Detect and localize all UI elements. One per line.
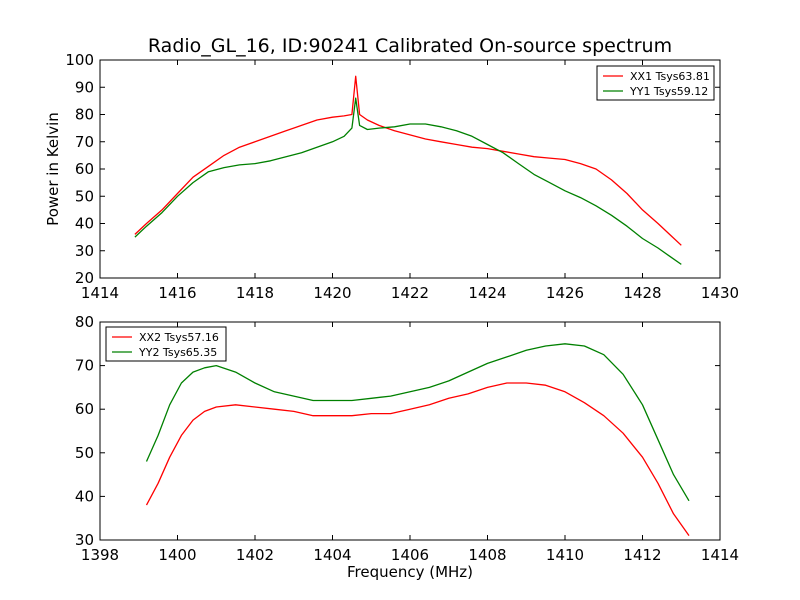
x-tick-label: 1400 (158, 546, 196, 564)
y-tick-label: 60 (75, 400, 94, 418)
chart-title: Radio_GL_16, ID:90241 Calibrated On-sour… (148, 35, 672, 57)
x-tick-label: 1406 (391, 546, 429, 564)
y-tick-label: 70 (75, 133, 94, 151)
x-tick-label: 1424 (468, 284, 506, 302)
legend-label: XX1 Tsys63.81 (630, 70, 710, 83)
x-tick-label: 1426 (546, 284, 584, 302)
legend-box (596, 65, 715, 101)
x-tick-label: 1402 (236, 546, 274, 564)
x-tick-label: 1430 (701, 284, 739, 302)
x-tick-label: 1416 (158, 284, 196, 302)
y-tick-label: 70 (75, 357, 94, 375)
legend: XX2 Tsys57.16 YY2 Tsys65.35 (105, 326, 227, 362)
y-tick-label: 40 (75, 215, 94, 233)
legend: XX1 Tsys63.81 YY1 Tsys59.12 (596, 65, 715, 101)
x-tick-label: 1410 (546, 546, 584, 564)
legend-label: YY1 Tsys59.12 (629, 85, 708, 98)
y-tick-label: 50 (75, 444, 94, 462)
spectrum-panel-bottom: 1398 1400 1402 1404 1406 1408 1410 1412 1414 30 40… (75, 313, 739, 581)
y-tick-label: 50 (75, 187, 94, 205)
x-tick-label: 1404 (313, 546, 351, 564)
x-tick-label: 1422 (391, 284, 429, 302)
x-tick-label: 1414 (81, 284, 119, 302)
y-tick-label: 60 (75, 160, 94, 178)
x-tick-label: 1428 (623, 284, 661, 302)
y-tick-label: 20 (75, 269, 94, 287)
y-tick-label: 30 (75, 242, 94, 260)
series-line-yy (145, 343, 690, 502)
series-line-yy (134, 97, 682, 265)
y-tick-label: 80 (75, 313, 94, 331)
spectrum-panel-top: 1414 1416 1418 1420 1422 1424 1426 1428 1430 20 30… (44, 51, 739, 302)
legend-label: YY2 Tsys65.35 (138, 346, 217, 359)
y-tick-label: 30 (75, 531, 94, 549)
y-axis-label: Power in Kelvin (44, 112, 62, 226)
x-tick-label: 1418 (236, 284, 274, 302)
legend-label: XX2 Tsys57.16 (139, 331, 219, 344)
x-tick-label: 1420 (313, 284, 351, 302)
x-axis-label: Frequency (MHz) (347, 563, 473, 581)
x-tick-label: 1412 (623, 546, 661, 564)
y-tick-label: 90 (75, 78, 94, 96)
y-tick-label: 40 (75, 487, 94, 505)
y-tick-label: 100 (65, 51, 94, 69)
legend-box (105, 326, 227, 362)
y-tick-label: 80 (75, 106, 94, 124)
x-tick-label: 1414 (701, 546, 739, 564)
series-line-xx (145, 382, 690, 536)
x-tick-label: 1398 (81, 546, 119, 564)
x-tick-label: 1408 (468, 546, 506, 564)
